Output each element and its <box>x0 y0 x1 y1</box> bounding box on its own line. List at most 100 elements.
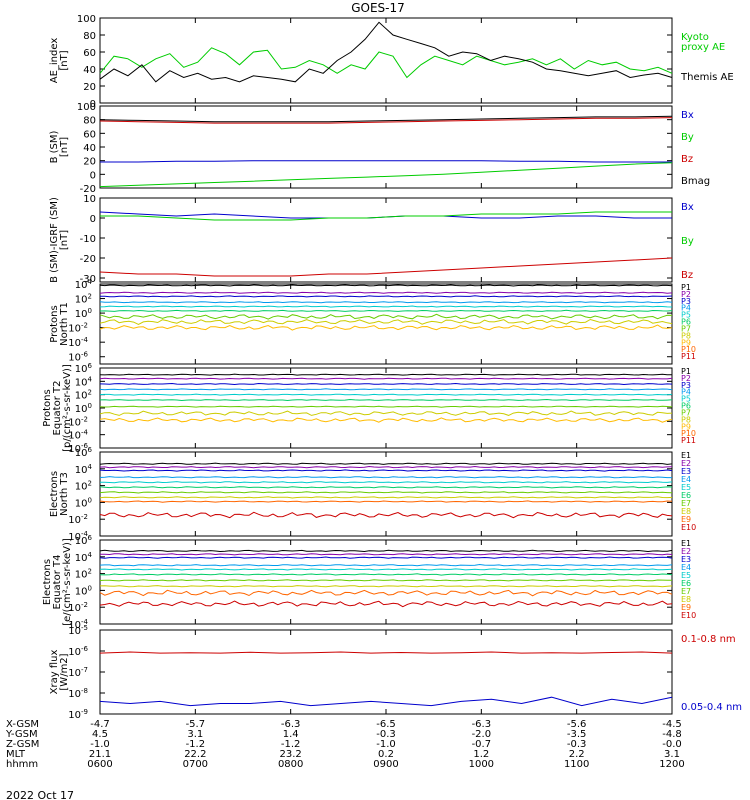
legend-entry: E9 <box>681 515 691 524</box>
ephem-value: -4.8 <box>662 729 682 740</box>
y-tick-label: 100 <box>75 496 92 509</box>
legend-entry: Bmag <box>681 176 710 187</box>
legend-entry: E6 <box>681 491 691 500</box>
y-axis-label: AE_index <box>49 38 60 84</box>
ephem-value: -0.3 <box>376 729 396 740</box>
panel-frame <box>99 197 673 283</box>
y-axis-label: Electrons <box>42 559 53 605</box>
series-line-kyoto-proxy-ae <box>99 47 673 79</box>
ephem-value: -1.0 <box>376 739 396 750</box>
legend-entry: P4 <box>681 388 691 397</box>
legend-entry: E3 <box>681 555 691 564</box>
y-tick-label: 104 <box>75 551 93 564</box>
legend-entry: E7 <box>681 587 691 596</box>
legend-entry: E1 <box>681 539 691 548</box>
legend-entry: E4 <box>681 475 691 484</box>
plot-title: GOES-17 <box>351 1 405 15</box>
y-axis-label: Equator T4 <box>52 555 63 610</box>
y-axis-label: Xray flux <box>49 650 60 695</box>
y-tick-label: 10 <box>83 194 96 205</box>
ephem-value: 21.1 <box>89 749 111 760</box>
y-axis-label: [nT] <box>59 137 70 157</box>
ephem-value: -5.7 <box>186 719 206 730</box>
ephem-value: 3.1 <box>187 729 203 740</box>
y-tick-label: 0 <box>90 99 96 110</box>
y-axis-label: [nT] <box>59 230 70 250</box>
panel-3: -30 -20 -10 0 10 B (SM)-IGRF (SM) [nT] Bx By Bz <box>49 194 694 285</box>
ephem-value: 22.2 <box>184 749 206 760</box>
series-line-p8 <box>99 318 673 325</box>
legend-entry: E5 <box>681 571 691 580</box>
legend-entry: proxy AE <box>681 42 725 53</box>
legend-entry: P7 <box>681 324 691 333</box>
legend-entry: P10 <box>681 345 696 354</box>
ephem-value: -0.7 <box>472 739 492 750</box>
ephem-value: -1.0 <box>90 739 110 750</box>
legend-entry: P10 <box>681 429 696 438</box>
legend-entry: E9 <box>681 603 691 612</box>
ephem-time: 1100 <box>564 759 589 770</box>
legend-entry: Bz <box>681 154 693 165</box>
y-tick-label: 100 <box>75 584 92 597</box>
ephem-time: 1000 <box>469 759 494 770</box>
y-axis-label: Electrons <box>49 471 60 517</box>
legend-entry: P6 <box>681 402 691 411</box>
y-tick-label: 102 <box>75 293 92 306</box>
ephem-value: -3.5 <box>567 729 587 740</box>
series-line-p7 <box>99 313 673 320</box>
legend-entry: P6 <box>681 318 691 327</box>
legend-entry: E6 <box>681 579 691 588</box>
ephem-time: 1200 <box>659 759 684 770</box>
legend-entry: P11 <box>681 352 696 361</box>
series-line-e6 <box>99 486 673 489</box>
legend-entry: P3 <box>681 297 691 306</box>
y-tick-label: 102 <box>75 480 92 493</box>
series-line-p5 <box>99 305 673 308</box>
series-line-e2 <box>99 465 673 469</box>
legend-entry: P11 <box>681 436 696 445</box>
ephem-time: 0900 <box>373 759 398 770</box>
y-tick-label: -20 <box>80 184 96 195</box>
legend-entry: P5 <box>681 311 691 320</box>
legend-entry: P8 <box>681 331 691 340</box>
y-tick-label: 80 <box>83 31 96 42</box>
legend-entry: P9 <box>681 422 691 431</box>
series-line-e4 <box>99 476 672 479</box>
legend-entry: P3 <box>681 381 691 390</box>
series-line-e3 <box>99 556 673 559</box>
ephem-value: 3.1 <box>664 749 680 760</box>
series-line-p1 <box>99 373 672 376</box>
series-line-e1 <box>99 549 673 553</box>
y-tick-label: 100 <box>77 14 96 25</box>
legend-entry: Bz <box>681 270 693 281</box>
ephem-time: 0800 <box>278 759 303 770</box>
legend-entry: E4 <box>681 563 691 572</box>
panel-2: -20 0 20 40 60 80 100 B (SM) [nT] Bx By Bz Bmag <box>49 102 710 195</box>
ephem-row-label: Z-GSM <box>6 739 39 750</box>
series-line-bz <box>99 117 673 124</box>
legend-entry: P2 <box>681 290 691 299</box>
series-line-p6 <box>99 309 673 312</box>
y-tick-label: -30 <box>80 274 96 285</box>
legend-entry: E8 <box>681 507 691 516</box>
y-tick-label: 106 <box>75 534 93 547</box>
series-line-bz <box>99 257 673 277</box>
y-tick-label: 20 <box>83 157 96 168</box>
series-line-e10 <box>99 600 673 608</box>
legend-entry: E10 <box>681 523 696 532</box>
y-tick-label: 10-2 <box>68 322 88 335</box>
legend-entry: 0.05-0.4 nm <box>681 702 742 713</box>
ephem-value: 1.4 <box>283 729 299 740</box>
y-axis-label: Protons <box>42 389 53 426</box>
legend-entry: P8 <box>681 415 691 424</box>
series-line-e4 <box>99 563 673 567</box>
series-line-e5 <box>99 481 673 484</box>
y-tick-label: 0 <box>90 214 96 225</box>
y-tick-label: -20 <box>80 254 96 265</box>
series-line-e1 <box>99 462 673 465</box>
series-line-e9 <box>99 589 673 597</box>
series-line-p4 <box>99 388 673 391</box>
series-line-themis-ae <box>99 21 673 83</box>
legend-entry: P1 <box>681 283 691 292</box>
